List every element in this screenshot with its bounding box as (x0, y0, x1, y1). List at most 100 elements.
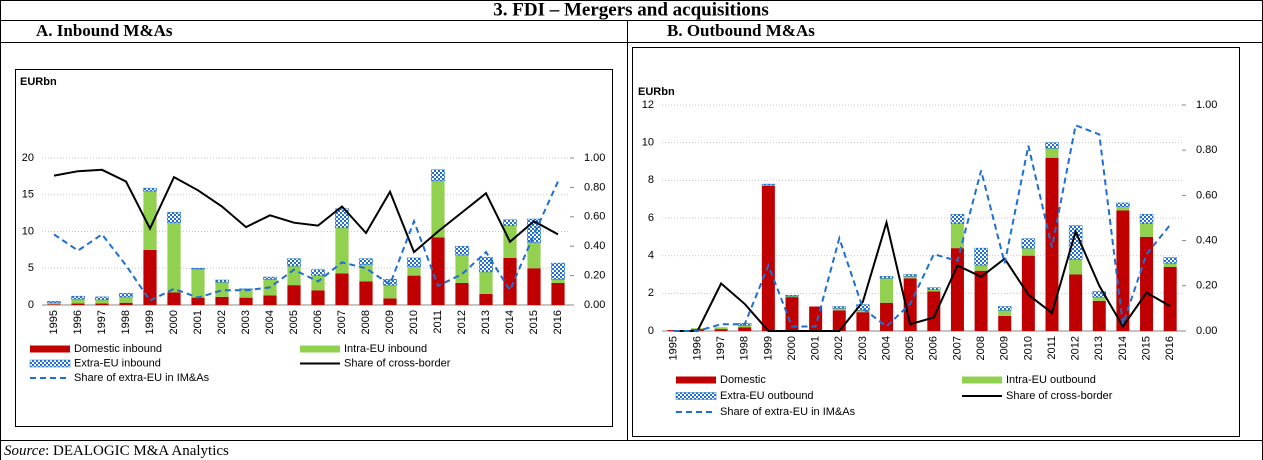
x-tick-label: 1998 (739, 336, 751, 360)
x-tick-label: 2002 (216, 310, 228, 334)
bar (383, 279, 397, 286)
legend-label: Domestic (720, 374, 766, 386)
bar (455, 245, 469, 256)
bar (119, 292, 133, 298)
legend-swatch (300, 345, 340, 353)
y2-tick-label: 0.40 (584, 240, 605, 252)
bar (950, 248, 964, 331)
y2-tick-label: 1.00 (584, 152, 605, 164)
bar (880, 302, 894, 331)
x-tick-label: 1997 (96, 310, 108, 334)
bar (927, 291, 941, 331)
x-tick-label: 1995 (48, 310, 60, 334)
y-axis-unit: EURbn (638, 86, 675, 98)
bar (1140, 223, 1154, 237)
y2-tick-label: 0.20 (584, 270, 605, 282)
bar (191, 268, 205, 270)
legend-label: Share of cross-border (344, 357, 451, 369)
bar (47, 304, 61, 305)
bar (479, 256, 493, 273)
y2-tick-label: 0.20 (1196, 280, 1217, 292)
bar (71, 299, 85, 304)
bar (856, 310, 870, 313)
legend-label: Intra-EU inbound (344, 343, 427, 355)
bar (527, 242, 541, 269)
y-tick-label: 10 (642, 137, 654, 149)
bar (383, 298, 397, 305)
bar (71, 295, 85, 300)
x-tick-label: 2002 (833, 336, 845, 360)
bar (856, 312, 870, 331)
bar (143, 249, 157, 305)
x-tick-label: 2011 (432, 310, 444, 334)
bar (359, 281, 373, 305)
legend-swatch (676, 376, 716, 384)
y-tick-label: 2 (648, 287, 654, 299)
bar (287, 266, 301, 286)
line-series (673, 123, 1171, 332)
x-tick-label: 2008 (975, 336, 987, 360)
legend-swatch (29, 359, 71, 368)
bar (761, 185, 775, 331)
x-tick-label: 2001 (192, 310, 204, 334)
bar (239, 297, 253, 305)
bar (738, 327, 752, 331)
source-label: Source (4, 443, 45, 459)
bar (832, 310, 846, 331)
x-tick-label: 2001 (810, 336, 822, 360)
panel-title: B. Outbound M&As (667, 21, 815, 40)
bar (809, 306, 823, 331)
panel-frame (15, 69, 613, 427)
x-tick-label: 2010 (1022, 336, 1034, 360)
x-tick-label: 2003 (857, 336, 869, 360)
bar (832, 308, 846, 311)
x-tick-label: 2007 (336, 310, 348, 334)
legend-label: Share of extra-EU in IM&As (74, 372, 210, 384)
charts: EURbn051015200.000.200.400.600.801.00199… (20, 76, 1217, 418)
bar (95, 299, 109, 304)
bar (215, 282, 229, 297)
bar (431, 169, 445, 182)
bar (239, 289, 253, 298)
y-tick-label: 0 (28, 299, 34, 311)
x-tick-label: 1999 (762, 336, 774, 360)
bar (1116, 206, 1130, 211)
bar (191, 268, 205, 298)
line-series (673, 218, 1171, 332)
x-tick-label: 2004 (264, 310, 276, 334)
bar (761, 185, 775, 186)
x-tick-label: 2015 (528, 310, 540, 334)
bar (335, 273, 349, 305)
x-tick-label: 2016 (552, 310, 564, 334)
bar (503, 257, 517, 305)
bar (903, 276, 917, 279)
y-tick-label: 5 (28, 262, 34, 274)
x-tick-label: 2011 (1046, 336, 1058, 360)
bar (997, 306, 1012, 311)
bar (143, 191, 157, 250)
y-axis-unit: EURbn (20, 76, 57, 88)
legend-label: Intra-EU outbound (1006, 374, 1096, 386)
x-tick-label: 2004 (880, 336, 892, 360)
x-tick-label: 2010 (408, 310, 420, 334)
bar (1163, 257, 1177, 264)
y-tick-label: 6 (648, 212, 654, 224)
bar (714, 327, 728, 330)
legend-swatch (962, 376, 1002, 384)
x-tick-label: 2014 (504, 310, 516, 334)
bar (383, 285, 397, 299)
legend-label: Extra-EU inbound (74, 357, 161, 369)
bar (1140, 236, 1154, 331)
panel-frame (632, 47, 1240, 437)
x-tick-label: 2006 (928, 336, 940, 360)
legend-swatch (675, 392, 717, 400)
bar (1092, 297, 1106, 301)
bar (215, 279, 229, 283)
x-tick-label: 2012 (456, 310, 468, 334)
x-tick-label: 2016 (1164, 336, 1176, 360)
x-tick-label: 1998 (120, 310, 132, 334)
legend-label: Share of cross-border (1006, 390, 1113, 402)
bar (263, 295, 277, 305)
legend-swatch (30, 345, 70, 353)
